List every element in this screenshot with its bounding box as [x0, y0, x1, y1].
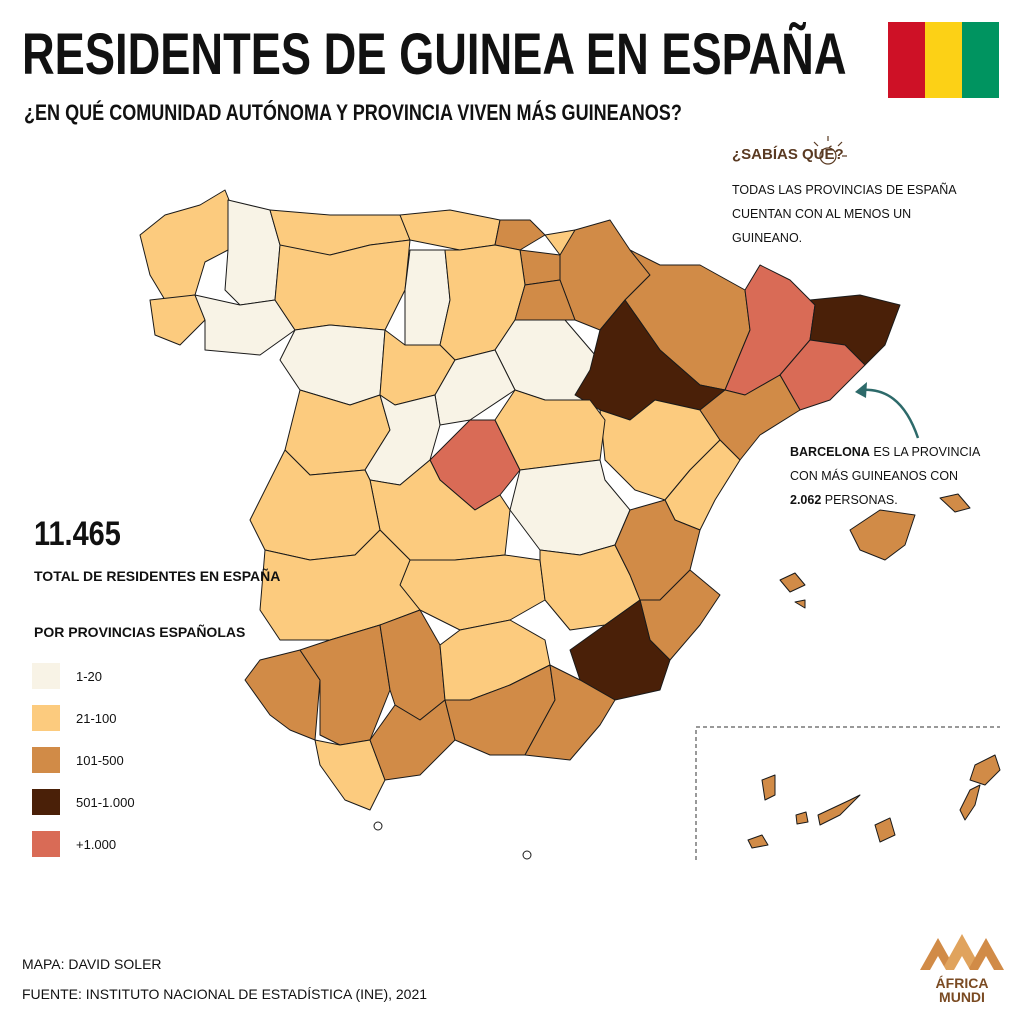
callout-text-2: PERSONAS.: [821, 493, 898, 507]
legend-title: POR PROVINCIAS ESPAÑOLAS: [34, 624, 246, 640]
total-residents-label: TOTAL DE RESIDENTES EN ESPAÑA: [34, 568, 281, 584]
page-title: RESIDENTES DE GUINEA EN ESPAÑA: [22, 22, 847, 87]
province-zamora: [279, 324, 386, 406]
island-formentera: [794, 599, 806, 609]
flag-stripe-red: [888, 22, 925, 98]
province-leon: [274, 239, 411, 331]
province-cadiz: [314, 739, 386, 811]
province-pontevedra: [149, 294, 206, 346]
legend-label: +1.000: [76, 836, 117, 852]
africa-mundi-logo: ÁFRICA MUNDI: [916, 930, 1008, 1004]
province-badajoz: [259, 529, 421, 641]
total-residents-value: 11.465: [34, 515, 121, 553]
callout-bold-city: BARCELONA: [790, 445, 870, 459]
province-tarragona: [699, 374, 801, 461]
legend-swatch: [32, 705, 60, 731]
logo-line-1: ÁFRICA: [935, 975, 989, 991]
province-la-rioja: [514, 279, 576, 321]
legend-swatch: [32, 663, 60, 689]
guinea-flag: [888, 22, 999, 98]
callout-arrowhead: [855, 382, 867, 398]
island-gran-canaria: [874, 817, 896, 843]
footer-author: MAPA: DAVID SOLER: [22, 956, 162, 972]
island-tenerife: [817, 794, 861, 826]
mountains-icon: [920, 934, 1004, 970]
melilla: [522, 850, 532, 860]
footer-source: FUENTE: INSTITUTO NACIONAL DE ESTADÍSTIC…: [22, 986, 428, 1002]
legend-item-1-20: 1-20: [32, 663, 102, 689]
island-el-hierro: [747, 834, 769, 849]
province-ourense: [194, 294, 296, 356]
legend-item-101-500: 101-500: [32, 747, 124, 773]
island-lanzarote: [969, 754, 1001, 786]
page-subtitle: ¿EN QUÉ COMUNIDAD AUTÓNOMA Y PROVINCIA V…: [24, 100, 682, 125]
legend-label: 21-100: [76, 710, 117, 726]
legend-swatch: [32, 831, 60, 857]
island-fuerteventura: [959, 784, 981, 821]
fact-title: ¿SABÍAS QUÉ?: [732, 146, 844, 163]
callout-bold-number: 2.062: [790, 493, 822, 507]
fact-text: TODAS LAS PROVINCIAS DE ESPAÑA CUENTAN C…: [732, 183, 956, 245]
province-a-coruna: [139, 189, 236, 301]
legend-label: 1-20: [76, 668, 103, 684]
lightbulb-icon: [813, 136, 847, 165]
province-alava: [519, 249, 561, 286]
island-la-palma: [761, 774, 776, 801]
province-bizkaia: [494, 219, 546, 251]
province-almeria: [524, 664, 616, 761]
legend-item-501-1000: 501-1.000: [32, 789, 135, 815]
ceuta: [373, 821, 383, 831]
legend-label: 101-500: [76, 752, 124, 768]
flag-stripe-yellow: [925, 22, 962, 98]
island-ibiza: [779, 572, 806, 593]
province-cuenca: [509, 459, 631, 556]
legend-label: 501-1.000: [76, 794, 135, 810]
island-menorca: [939, 493, 971, 513]
province-huelva: [244, 649, 321, 741]
legend-item-21-100: 21-100: [32, 705, 116, 731]
callout-text-1: ES LA PROVINCIA CON MÁS GUINEANOS CON: [790, 445, 980, 483]
island-la-gomera: [795, 811, 809, 825]
legend-swatch: [32, 747, 60, 773]
callout-arrow: [859, 388, 920, 439]
province-cordoba: [379, 609, 446, 721]
legend-swatch: [32, 789, 60, 815]
barcelona-callout: BARCELONA ES LA PROVINCIA CON MÁS GUINEA…: [790, 440, 980, 512]
island-mallorca: [849, 509, 916, 561]
legend-item-1000-plus: +1.000: [32, 831, 116, 857]
flag-stripe-green: [962, 22, 999, 98]
province-cantabria: [399, 209, 501, 251]
canary-inset-border: [695, 726, 1000, 860]
logo-line-2: MUNDI: [939, 989, 985, 1005]
